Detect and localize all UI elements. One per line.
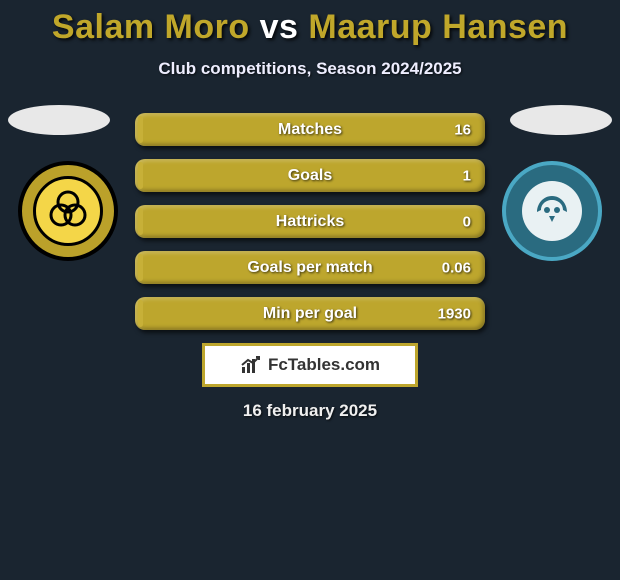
stat-label: Matches	[278, 121, 342, 139]
stat-value: 16	[454, 121, 471, 138]
club-badge-left-inner	[33, 176, 103, 246]
comparison-date: 16 february 2025	[0, 401, 620, 421]
brand-badge[interactable]: FcTables.com	[202, 343, 418, 387]
stat-bars: Matches 16 Goals 1 Hattricks 0 Goals per…	[135, 113, 485, 330]
stat-bar-goals-per-match: Goals per match 0.06	[135, 251, 485, 284]
player2-silhouette-base	[510, 105, 612, 135]
player1-silhouette-base	[8, 105, 110, 135]
stat-label: Hattricks	[276, 213, 344, 231]
stat-value: 0	[463, 213, 471, 230]
comparison-card: Salam Moro vs Maarup Hansen Club competi…	[0, 0, 620, 421]
horsens-icon	[46, 189, 90, 233]
stat-bar-matches: Matches 16	[135, 113, 485, 146]
club-badge-right-inner	[522, 181, 582, 241]
club-badge-left	[18, 161, 118, 261]
roskilde-eagle-icon	[529, 188, 575, 234]
stats-stage: Matches 16 Goals 1 Hattricks 0 Goals per…	[0, 113, 620, 421]
stat-value: 1	[463, 167, 471, 184]
stat-bar-min-per-goal: Min per goal 1930	[135, 297, 485, 330]
stat-value: 1930	[438, 305, 471, 322]
club-badge-right	[502, 161, 602, 261]
stat-label: Min per goal	[263, 305, 357, 323]
chart-icon	[240, 355, 262, 375]
player1-name: Salam Moro	[52, 8, 250, 46]
player2-name: Maarup Hansen	[308, 8, 568, 46]
stat-label: Goals per match	[247, 259, 372, 277]
stat-bar-hattricks: Hattricks 0	[135, 205, 485, 238]
brand-text: FcTables.com	[268, 355, 380, 375]
vs-label: vs	[260, 8, 299, 46]
stat-bar-goals: Goals 1	[135, 159, 485, 192]
stat-value: 0.06	[442, 259, 471, 276]
page-title: Salam Moro vs Maarup Hansen	[0, 8, 620, 47]
stat-label: Goals	[288, 167, 332, 185]
subtitle: Club competitions, Season 2024/2025	[0, 59, 620, 79]
